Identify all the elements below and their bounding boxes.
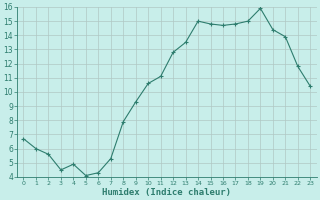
X-axis label: Humidex (Indice chaleur): Humidex (Indice chaleur) <box>102 188 231 197</box>
